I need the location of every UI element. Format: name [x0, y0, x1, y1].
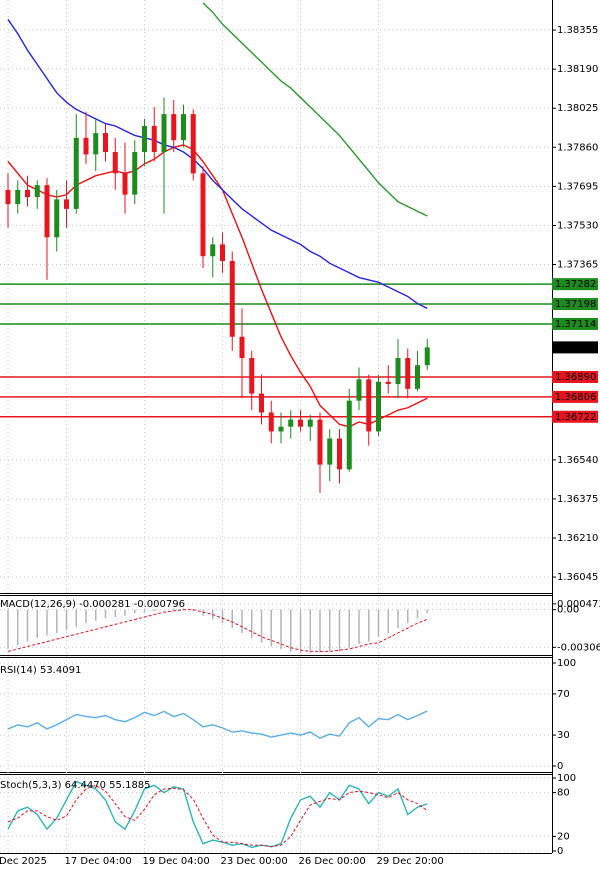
- x-tick-label: 29 Dec 20:00: [377, 856, 444, 867]
- level-label: 1.36890: [555, 372, 596, 383]
- y-tick-label: -0.003069: [557, 642, 600, 653]
- candle-body: [229, 260, 235, 337]
- candle-body: [132, 152, 138, 195]
- candle-body: [278, 426, 284, 432]
- candle-body: [376, 381, 381, 432]
- y-tick-label: 0.000473: [557, 599, 600, 610]
- y-tick-label: 0: [557, 846, 563, 857]
- y-tick-label: 20: [557, 831, 570, 842]
- candle-body: [181, 114, 186, 141]
- x-tick-label: 23 Dec 00:00: [221, 856, 288, 867]
- candle-body: [259, 393, 264, 413]
- candle-body: [249, 358, 255, 394]
- y-tick-label: 30: [557, 730, 570, 741]
- indicator-title: RSI(14) 53.4091: [0, 665, 81, 676]
- y-tick-label: 1.38025: [557, 103, 598, 114]
- level-label-box: [552, 298, 598, 311]
- indicator-line: [7, 780, 428, 849]
- candle-body: [5, 189, 11, 205]
- candle-body: [366, 379, 372, 432]
- level-label: 1.37198: [555, 299, 596, 310]
- y-tick-label: 100: [557, 773, 576, 784]
- level-label-box: [552, 278, 598, 291]
- level-label: 1.36806: [555, 392, 596, 403]
- y-tick-label: 1.37365: [557, 260, 598, 271]
- candle-body: [34, 185, 40, 198]
- level-label-box: [552, 370, 598, 383]
- candle-body: [288, 419, 294, 427]
- candle-body: [151, 125, 157, 153]
- x-tick-label: 26 Dec 00:00: [299, 856, 366, 867]
- indicator-line: [202, 2, 428, 217]
- candle-body: [142, 125, 147, 153]
- candle-body: [395, 358, 401, 385]
- x-tick-label: 16 Dec 2025: [0, 856, 47, 867]
- candle-body: [268, 412, 274, 432]
- y-tick-label: 1.38355: [557, 25, 598, 36]
- candle-body: [15, 189, 21, 205]
- y-tick-label: 1.36045: [557, 572, 598, 583]
- candle-body: [190, 114, 196, 174]
- y-tick-label: 0: [557, 761, 563, 772]
- candle-body: [122, 173, 128, 195]
- level-label: 1.37114: [555, 319, 596, 330]
- candle-body: [161, 114, 167, 153]
- candle-body: [337, 438, 342, 470]
- candle-body: [317, 419, 323, 465]
- candle-body: [112, 152, 118, 174]
- candle-body: [200, 173, 206, 257]
- candle-body: [356, 379, 362, 401]
- candle-body: [415, 365, 420, 389]
- level-label: 1.37282: [555, 279, 596, 290]
- indicator-line: [7, 609, 428, 652]
- y-tick-label: 80: [557, 788, 570, 799]
- y-tick-label: 1.36375: [557, 494, 598, 505]
- candle-body: [25, 189, 30, 198]
- indicator-line: [7, 784, 428, 848]
- y-tick-label: 1.37530: [557, 220, 598, 231]
- indicator-title: MACD(12,26,9) -0.000281 -0.000796: [0, 599, 185, 610]
- candle-body: [83, 137, 89, 155]
- candle-body: [210, 244, 216, 257]
- indicator-line: [7, 19, 428, 309]
- indicator-title: Stoch(5,3,3) 64.4470 55.1885: [0, 780, 151, 791]
- y-tick-label: 0.00: [557, 605, 579, 616]
- candle-body: [44, 185, 50, 238]
- level-label-box: [552, 390, 598, 403]
- candle-body: [54, 199, 60, 238]
- candle-body: [346, 400, 352, 470]
- y-tick-label: 70: [557, 689, 570, 700]
- candle-body: [298, 419, 303, 427]
- candle-body: [171, 114, 177, 141]
- y-tick-label: 1.37860: [557, 142, 598, 153]
- candle-body: [73, 137, 79, 209]
- candle-body: [93, 133, 99, 155]
- y-tick-label: 1.36210: [557, 533, 598, 544]
- candle-body: [424, 347, 430, 366]
- current-price-box: [552, 341, 598, 354]
- x-tick-label: 17 Dec 04:00: [65, 856, 132, 867]
- candle-body: [405, 358, 411, 389]
- indicator-line: [7, 710, 428, 739]
- level-label: 1.36722: [555, 412, 596, 423]
- candle-body: [385, 381, 391, 385]
- candle-body: [103, 133, 108, 153]
- level-label-box: [552, 317, 598, 330]
- y-tick-label: 1.36540: [557, 455, 598, 466]
- current-price-label: 1.37015: [555, 342, 596, 353]
- y-tick-label: 1.37695: [557, 181, 598, 192]
- candle-body: [307, 419, 313, 427]
- candle-body: [220, 244, 225, 261]
- candle-body: [239, 336, 245, 359]
- candle-body: [64, 199, 69, 209]
- candle-body: [327, 438, 333, 465]
- level-label-box: [552, 410, 598, 423]
- y-tick-label: 1.38190: [557, 64, 598, 75]
- x-tick-label: 19 Dec 04:00: [143, 856, 210, 867]
- y-tick-label: 100: [557, 658, 576, 669]
